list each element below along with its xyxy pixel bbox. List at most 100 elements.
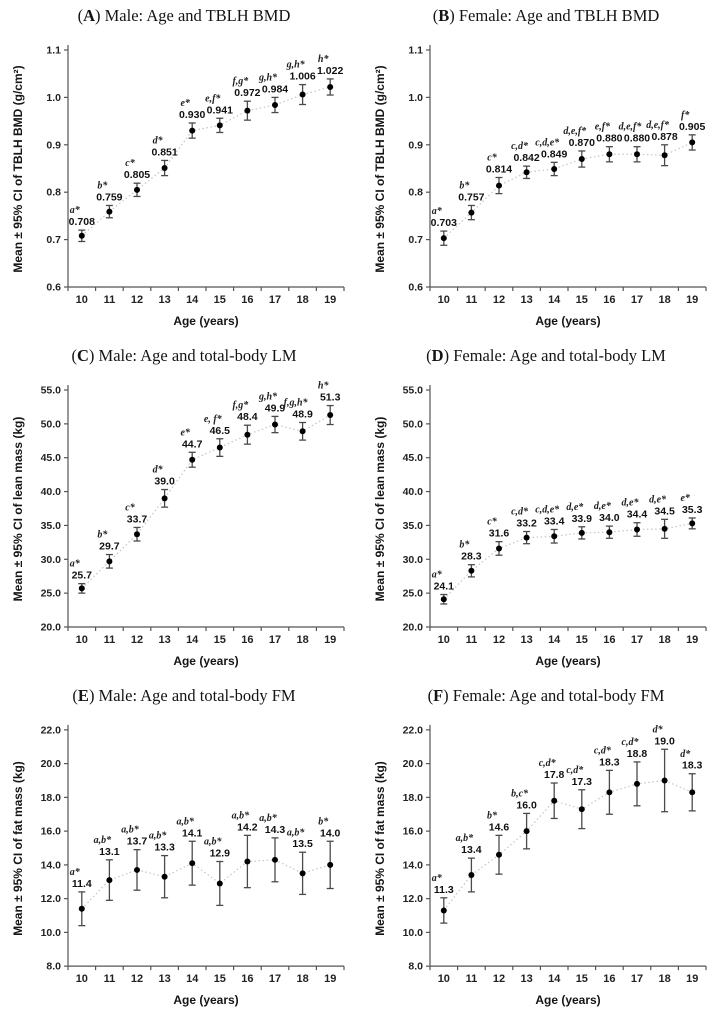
significance-label: b*: [97, 530, 108, 541]
data-point: [468, 209, 475, 216]
x-tick-label: 16: [241, 973, 253, 985]
data-point-group: 13.7a,b*: [121, 825, 147, 891]
x-tick-label: 11: [466, 294, 478, 306]
significance-label: f,g*: [232, 76, 249, 87]
significance-label: a*: [432, 569, 443, 580]
y-tick-label: 8.0: [46, 962, 61, 973]
x-tick-label: 19: [324, 634, 336, 646]
y-tick-label: 0.7: [408, 234, 423, 246]
trend-line: [81, 414, 331, 589]
data-point: [496, 545, 502, 552]
data-point: [244, 431, 251, 438]
data-point-group: 14.2a,b*: [232, 810, 258, 889]
y-tick-label: 18.0: [403, 793, 424, 804]
significance-label: f,g,h*: [284, 398, 309, 409]
x-tick-label: 17: [269, 634, 281, 646]
significance-label: a,b*: [204, 837, 222, 848]
panel-d: (D) Female: Age and total-body LM 20.0 25.…: [362, 340, 724, 680]
data-point-group: 34.4d,e*: [622, 498, 647, 537]
x-tick-label: 18: [658, 634, 670, 646]
axes: [426, 45, 707, 291]
y-tick-label: 40.0: [403, 486, 424, 498]
significance-label: a,b*: [94, 835, 112, 846]
y-axis-title: Mean ± 95% CI of lean mass (kg): [373, 417, 387, 602]
significance-label: c,d*: [622, 737, 640, 748]
data-point: [161, 873, 168, 880]
y-tick-label: 40.0: [41, 486, 62, 498]
data-point: [216, 122, 223, 129]
x-axis-title: Age (years): [173, 993, 238, 1007]
value-label: 0.849: [541, 148, 567, 160]
significance-label: b*: [97, 180, 108, 191]
data-point: [440, 907, 447, 914]
x-tick-label: 14: [548, 973, 561, 985]
data-point-group: 33.7c*: [125, 502, 147, 542]
significance-label: c,d*: [566, 765, 584, 776]
x-tick-label: 18: [296, 634, 308, 646]
data-point-group: 14.6b*: [487, 810, 509, 875]
data-point: [606, 789, 613, 796]
y-tick-label: 55.0: [403, 385, 424, 397]
chart-b: (B) Female: Age and TBLH BMD 0.6 0.7 0.8 0.9…: [373, 6, 707, 328]
y-axis-title: Mean ± 95% CI of TBLH BMD (g/cm²): [373, 65, 387, 272]
y-tick-label: 35.0: [41, 520, 62, 532]
x-tick-label: 12: [493, 973, 505, 985]
significance-label: c*: [125, 158, 135, 169]
data-point: [523, 828, 530, 835]
significance-label: b*: [459, 540, 470, 551]
value-label: 0.880: [624, 133, 650, 145]
data-point-group: 13.5a,b*: [287, 827, 313, 896]
data-point: [496, 851, 502, 858]
value-label: 18.8: [627, 749, 648, 760]
data-point: [216, 444, 223, 451]
significance-label: d,e,f*: [646, 120, 670, 131]
y-tick-label: 0.9: [46, 139, 61, 151]
x-tick-label: 11: [466, 973, 478, 985]
value-label: 0.757: [458, 191, 484, 203]
data-point-group: 39.0d*: [153, 465, 175, 508]
x-tick-label: 13: [158, 973, 170, 985]
x-tick-label: 15: [214, 634, 226, 646]
x-tick-label: 15: [576, 973, 588, 985]
significance-label: a,b*: [149, 831, 167, 842]
significance-label: e,f*: [595, 122, 611, 133]
value-label: 14.0: [320, 828, 341, 839]
axes: [64, 45, 345, 291]
significance-label: b*: [318, 816, 329, 827]
x-tick-label: 12: [493, 634, 505, 646]
data-point: [634, 151, 640, 158]
x-axis-title: Age (years): [535, 993, 600, 1007]
chart-d: (D) Female: Age and total-body LM 20.0 25.…: [373, 346, 707, 668]
value-label: 19.0: [654, 736, 675, 747]
panel-title: (D) Female: Age and total-body LM: [426, 346, 666, 365]
value-label: 1.006: [289, 71, 315, 83]
data-point-group: 34.5d,e*: [649, 494, 675, 539]
value-label: 0.708: [69, 216, 95, 228]
value-label: 13.5: [292, 839, 313, 850]
y-tick-label: 25.0: [403, 588, 424, 600]
y-axis-title: Mean ± 95% CI of lean mass (kg): [11, 417, 25, 602]
data-point: [78, 232, 85, 239]
y-tick-label: 20.0: [41, 622, 62, 634]
x-tick-label: 13: [520, 634, 532, 646]
chart-f: (F) Female: Age and total-body FM 8.0 10.0…: [373, 686, 707, 1007]
data-point: [134, 186, 140, 193]
significance-label: e*: [680, 493, 690, 504]
significance-label: g,h*: [258, 391, 278, 402]
data-point: [272, 101, 278, 108]
data-point: [661, 152, 668, 159]
value-label: 48.4: [237, 411, 258, 423]
value-label: 14.1: [182, 828, 203, 839]
value-label: 31.6: [489, 528, 510, 540]
y-axis-title: Mean ± 95% CI of fat mass (kg): [373, 761, 387, 936]
significance-label: d*: [653, 724, 664, 735]
x-tick-label: 19: [686, 634, 698, 646]
x-tick-label: 19: [686, 294, 698, 306]
